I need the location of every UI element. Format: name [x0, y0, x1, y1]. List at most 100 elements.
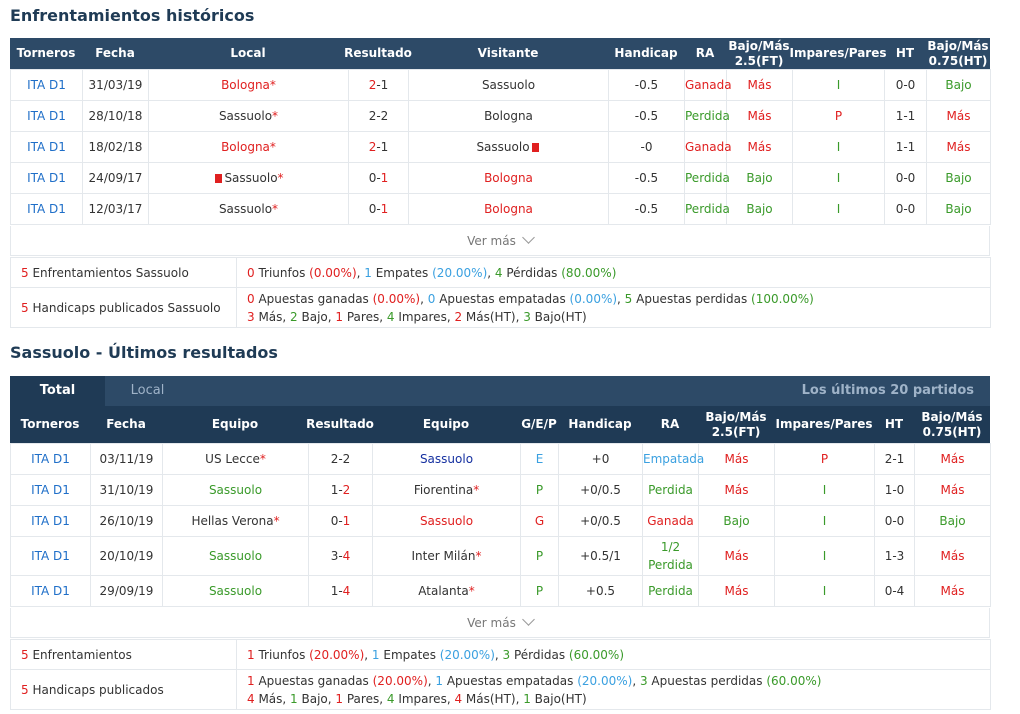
star-icon: * — [277, 171, 284, 185]
away-team[interactable]: Bologna — [408, 100, 609, 132]
league-link[interactable]: ITA D1 — [10, 443, 91, 475]
col-ht: HT — [884, 417, 904, 431]
ht-ou-result: Bajo — [926, 69, 991, 101]
league-link[interactable]: ITA D1 — [10, 193, 83, 225]
league-link[interactable]: ITA D1 — [10, 474, 91, 506]
ou-result: Más — [698, 474, 775, 506]
red-card-icon — [531, 143, 539, 152]
ver-mas-button[interactable]: Ver más — [10, 226, 990, 256]
team-name: Sassuolo — [476, 140, 530, 154]
ra-result: Ganada — [642, 505, 699, 537]
table-row: ITA D1 28/10/18 Sassuolo* 2-2 Bologna -0… — [10, 100, 991, 132]
team-name: Hellas Verona — [191, 514, 274, 528]
away-team[interactable]: Bologna — [408, 193, 609, 225]
col-resultado: Resultado — [306, 417, 374, 431]
ou-result: Bajo — [698, 505, 775, 537]
date: 26/10/19 — [90, 505, 163, 537]
handicap: -0.5 — [608, 100, 685, 132]
handicap: +0 — [558, 443, 643, 475]
ou-result: Más — [726, 100, 793, 132]
team-name: Bologna — [221, 78, 270, 92]
oe-result: I — [774, 536, 875, 576]
col-torneros: Torneros — [20, 417, 80, 431]
team-name: Fiorentina — [413, 483, 474, 497]
ht-ou-result: Más — [914, 536, 991, 576]
ra-result: Perdida — [642, 575, 699, 607]
h2h-summary: 5 Enfrentamientos Sassuolo 0 Triunfos (0… — [10, 257, 991, 328]
home-team[interactable]: Sassuolo — [162, 474, 309, 506]
table-row: ITA D1 03/11/19 US Lecce* 2-2 Sassuolo E… — [10, 443, 991, 475]
col-ra: RA — [660, 417, 680, 431]
team-name: Inter Milán — [411, 549, 476, 563]
ht-ou-result: Más — [914, 575, 991, 607]
score[interactable]: 3-4 — [308, 536, 373, 576]
away-team[interactable]: Sassuolo — [408, 69, 609, 101]
score[interactable]: 1-4 — [308, 575, 373, 607]
away-team[interactable]: Sassuolo — [372, 443, 521, 475]
last-header: Torneros Fecha Equipo Resultado Equipo G… — [10, 406, 990, 443]
col-visitante: Visitante — [477, 46, 539, 60]
tab-local[interactable]: Local — [130, 383, 165, 398]
ht-ou-result: Más — [926, 131, 991, 163]
away-team[interactable]: Sassuolo — [408, 131, 609, 163]
team-name: Sassuolo — [481, 78, 536, 92]
h2h-title: Enfrentamientos históricos — [10, 6, 255, 25]
score[interactable]: 0-1 — [348, 193, 409, 225]
home-team[interactable]: Bologna* — [148, 131, 349, 163]
score[interactable]: 0-1 — [308, 505, 373, 537]
home-team[interactable]: Sassuolo* — [148, 100, 349, 132]
handicap: -0.5 — [608, 193, 685, 225]
home-team[interactable]: Sassuolo — [162, 575, 309, 607]
away-team[interactable]: Bologna — [408, 162, 609, 194]
league-link[interactable]: ITA D1 — [10, 505, 91, 537]
table-row: ITA D1 26/10/19 Hellas Verona* 0-1 Sassu… — [10, 505, 991, 537]
league-link[interactable]: ITA D1 — [10, 536, 91, 576]
away-team[interactable]: Inter Milán* — [372, 536, 521, 576]
summary-label: 5 Enfrentamientos — [10, 639, 237, 670]
home-team[interactable]: Sassuolo* — [148, 193, 349, 225]
date: 31/10/19 — [90, 474, 163, 506]
league-link[interactable]: ITA D1 — [10, 575, 91, 607]
table-row: ITA D1 31/03/19 Bologna* 2-1 Sassuolo -0… — [10, 69, 991, 101]
home-team[interactable]: Sassuolo — [162, 536, 309, 576]
date: 31/03/19 — [82, 69, 149, 101]
score[interactable]: 2-1 — [348, 131, 409, 163]
ht-score: 0-0 — [884, 69, 927, 101]
ht-score: 0-4 — [874, 575, 915, 607]
league-link[interactable]: ITA D1 — [10, 131, 83, 163]
handicap: -0.5 — [608, 162, 685, 194]
score[interactable]: 2-1 — [348, 69, 409, 101]
date: 20/10/19 — [90, 536, 163, 576]
col-ou: Bajo/Más 2.5(FT) — [705, 409, 767, 439]
away-team[interactable]: Fiorentina* — [372, 474, 521, 506]
col-fecha: Fecha — [95, 46, 135, 60]
league-link[interactable]: ITA D1 — [10, 100, 83, 132]
home-team[interactable]: US Lecce* — [162, 443, 309, 475]
team-name: Sassuolo — [218, 109, 273, 123]
star-icon: * — [273, 514, 280, 528]
score[interactable]: 0-1 — [348, 162, 409, 194]
home-team[interactable]: Bologna* — [148, 69, 349, 101]
ra-result: Perdida — [684, 100, 730, 132]
summary-values: 0 Apuestas ganadas (0.00%), 0 Apuestas e… — [236, 287, 991, 328]
tab-total[interactable]: Total — [10, 376, 105, 406]
team-name: Sassuolo — [224, 171, 278, 185]
score[interactable]: 2-2 — [308, 443, 373, 475]
away-team[interactable]: Sassuolo — [372, 505, 521, 537]
ver-mas-label: Ver más — [467, 234, 516, 248]
summary-row: 5 Enfrentamientos 1 Triunfos (20.00%), 1… — [10, 639, 991, 670]
league-link[interactable]: ITA D1 — [10, 162, 83, 194]
date: 24/09/17 — [82, 162, 149, 194]
ra-result: Perdida — [642, 474, 699, 506]
score[interactable]: 1-2 — [308, 474, 373, 506]
home-team[interactable]: Hellas Verona* — [162, 505, 309, 537]
summary-values: 1 Apuestas ganadas (20.00%), 1 Apuestas … — [236, 669, 991, 710]
home-team[interactable]: Sassuolo* — [148, 162, 349, 194]
last-20-link[interactable]: Los últimos 20 partidos — [801, 383, 974, 398]
star-icon: * — [259, 452, 266, 466]
away-team[interactable]: Atalanta* — [372, 575, 521, 607]
score[interactable]: 2-2 — [348, 100, 409, 132]
ra-result: Perdida — [684, 193, 730, 225]
ver-mas-button[interactable]: Ver más — [10, 608, 990, 638]
league-link[interactable]: ITA D1 — [10, 69, 83, 101]
